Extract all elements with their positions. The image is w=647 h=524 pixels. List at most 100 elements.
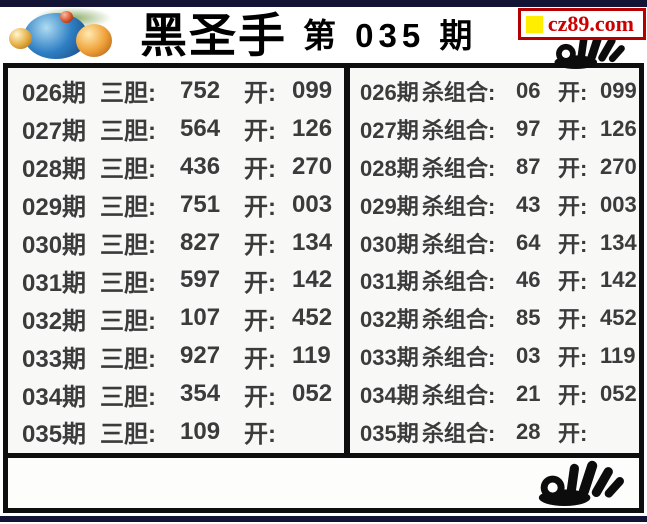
period-label: 034期 <box>360 383 419 409</box>
open-label: 开: <box>244 269 276 297</box>
table-row: 031期 三胆: 597 开: 142 <box>22 263 344 298</box>
three-dan-value: 597 <box>180 266 221 294</box>
table-row: 033期 杀组合: 03 开: 119 <box>360 340 639 372</box>
kill-combo-value: 85 <box>516 305 541 331</box>
open-value: 099 <box>600 77 637 103</box>
three-dan-label: 三胆: <box>100 383 156 411</box>
table-row: 026期 三胆: 752 开: 099 <box>22 73 344 108</box>
open-value: 452 <box>600 305 637 331</box>
issue-number: 第 035 期 <box>303 16 478 54</box>
open-value: 099 <box>292 76 333 104</box>
three-dan-value: 827 <box>180 228 221 256</box>
period-label: 027期 <box>360 117 419 143</box>
three-dan-label: 三胆: <box>100 232 156 259</box>
three-dan-label: 三胆: <box>100 307 156 335</box>
lottery-balls-logo <box>8 7 130 61</box>
period-label: 026期 <box>360 79 419 105</box>
logo-red-ball <box>60 11 73 23</box>
open-value: 119 <box>292 342 331 370</box>
top-frame-line <box>0 0 647 7</box>
period-label: 032期 <box>360 307 419 333</box>
period-label: 030期 <box>22 232 87 259</box>
period-label: 033期 <box>22 345 87 373</box>
kill-combo-label: 杀组合: <box>422 117 496 143</box>
open-value: 452 <box>292 304 333 332</box>
open-label: 开: <box>244 156 276 184</box>
table-row: 027期 杀组合: 97 开: 126 <box>360 113 639 145</box>
footer-strip <box>8 453 639 508</box>
open-value: 003 <box>600 191 637 217</box>
period-label: 035期 <box>360 420 419 446</box>
open-label: 开: <box>558 307 588 333</box>
period-label: 028期 <box>360 155 419 181</box>
three-dan-value: 436 <box>180 152 221 180</box>
kill-combo-label: 杀组合: <box>422 345 496 371</box>
period-label: 031期 <box>22 269 87 297</box>
open-label: 开: <box>558 345 588 371</box>
kill-combo-label: 杀组合: <box>422 155 496 181</box>
table-row: 034期 杀组合: 21 开: 052 <box>360 378 639 410</box>
table-row: 033期 三胆: 927 开: 119 <box>22 339 344 374</box>
kill-combo-label: 杀组合: <box>422 269 496 295</box>
open-value: 126 <box>600 115 637 141</box>
ok-hand-logo <box>535 460 631 506</box>
three-dan-label: 三胆: <box>100 80 156 108</box>
three-dan-label: 三胆: <box>100 156 156 184</box>
table-row: 028期 三胆: 436 开: 270 <box>22 149 344 184</box>
three-dan-label: 三胆: <box>100 194 156 222</box>
open-label: 开: <box>244 307 276 335</box>
open-value: 270 <box>600 153 637 179</box>
table-row: 035期 杀组合: 28 开: <box>360 416 639 448</box>
kill-combo-label: 杀组合: <box>422 307 496 333</box>
kill-combo-value: 43 <box>516 191 541 217</box>
kill-combo-value: 97 <box>516 115 541 141</box>
three-dan-value: 107 <box>180 304 221 332</box>
kill-combo-value: 21 <box>516 381 541 407</box>
kill-combo-value: 03 <box>516 343 541 369</box>
table-row: 035期 三胆: 109 开: <box>22 414 344 449</box>
period-label: 034期 <box>22 383 87 411</box>
three-dan-value: 927 <box>180 342 221 370</box>
three-dan-value: 564 <box>180 114 221 142</box>
open-label: 开: <box>244 421 276 449</box>
period-label: 028期 <box>22 156 87 184</box>
logo-gold-ball <box>9 28 32 49</box>
table-row: 027期 三胆: 564 开: 126 <box>22 111 344 146</box>
kill-combo-value: 06 <box>516 77 541 103</box>
three-dan-value: 354 <box>180 380 221 408</box>
three-dan-value: 109 <box>180 417 221 445</box>
open-label: 开: <box>244 232 276 259</box>
open-label: 开: <box>558 117 588 143</box>
table-row: 031期 杀组合: 46 开: 142 <box>360 264 639 296</box>
open-value: 270 <box>292 152 333 180</box>
open-label: 开: <box>558 231 588 257</box>
kill-combo-value: 46 <box>516 267 541 293</box>
three-dan-label: 三胆: <box>100 269 156 297</box>
open-label: 开: <box>244 80 276 108</box>
period-label: 026期 <box>22 80 87 108</box>
period-label: 027期 <box>22 118 87 146</box>
table-row: 032期 杀组合: 85 开: 452 <box>360 302 639 334</box>
period-label: 030期 <box>360 231 419 257</box>
open-label: 开: <box>558 79 588 105</box>
open-label: 开: <box>244 194 276 222</box>
table-row: 028期 杀组合: 87 开: 270 <box>360 151 639 183</box>
table-row: 030期 杀组合: 64 开: 134 <box>360 227 639 259</box>
table-row: 026期 杀组合: 06 开: 099 <box>360 75 639 107</box>
site-badge: cz89.com <box>517 8 646 40</box>
kill-combo-label: 杀组合: <box>422 383 496 409</box>
yellow-square-icon <box>525 15 543 33</box>
open-label: 开: <box>558 269 588 295</box>
period-label: 032期 <box>22 307 87 335</box>
table-row: 032期 三胆: 107 开: 452 <box>22 301 344 336</box>
open-value: 134 <box>600 229 637 255</box>
open-label: 开: <box>244 383 276 411</box>
open-value: 052 <box>292 380 333 408</box>
kill-combo-panel: 026期 杀组合: 06 开: 099 027期 杀组合: 97 开: 126 028期 杀组合:… <box>350 68 639 453</box>
kill-combo-value: 28 <box>516 418 541 444</box>
table-row: 029期 三胆: 751 开: 003 <box>22 187 344 222</box>
open-value: 142 <box>292 266 333 294</box>
header: 黑圣手 第 035 期 cz89.com <box>0 7 647 63</box>
open-value: 126 <box>292 114 333 142</box>
